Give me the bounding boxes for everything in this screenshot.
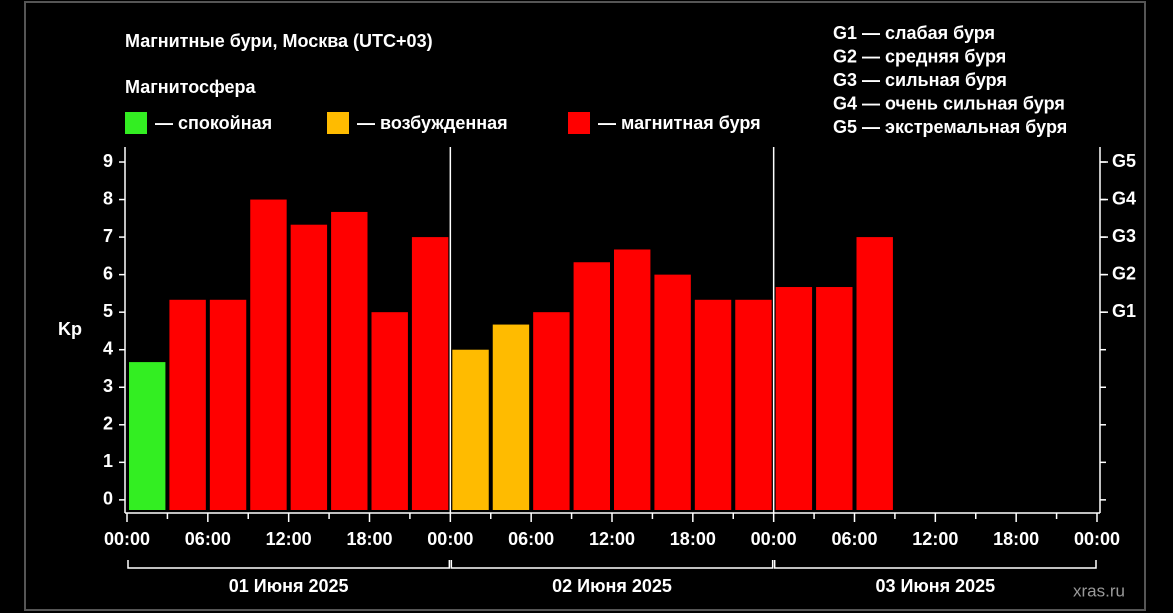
y-tick-label: 7 [103, 226, 113, 246]
chart-title: Магнитные бури, Москва (UTC+03) [125, 31, 433, 51]
g-scale-label: G4 — очень сильная буря [833, 93, 1065, 113]
bar [492, 324, 530, 510]
y-tick-label: 5 [103, 301, 113, 321]
watermark: xras.ru [1073, 581, 1125, 600]
bar [169, 299, 206, 510]
day-label: 01 Июня 2025 [229, 576, 349, 596]
y2-tick-label: G4 [1112, 188, 1136, 208]
y2-tick-label: G2 [1112, 263, 1136, 283]
bar [614, 249, 651, 510]
bar [654, 274, 691, 510]
y-tick-label: 1 [103, 451, 113, 471]
g-scale-label: G5 — экстремальная буря [833, 117, 1067, 137]
bar [452, 349, 489, 510]
y2-tick-label: G1 [1112, 301, 1136, 321]
day-bracket [127, 560, 451, 569]
y-tick-label: 6 [103, 263, 113, 283]
x-tick-label: 12:00 [589, 529, 635, 549]
y-tick-label: 0 [103, 489, 113, 509]
x-tick-label: 18:00 [670, 529, 716, 549]
legend-swatch [125, 112, 147, 134]
y-tick-label: 8 [103, 188, 113, 208]
x-tick-label: 00:00 [1074, 529, 1120, 549]
bar [735, 299, 772, 510]
x-tick-label: 06:00 [508, 529, 554, 549]
y-tick-label: 3 [103, 376, 113, 396]
x-tick-label: 12:00 [912, 529, 958, 549]
bar [816, 287, 853, 510]
legend-label: — спокойная [155, 113, 272, 133]
x-tick-label: 00:00 [104, 529, 150, 549]
day-bracket [450, 560, 774, 569]
bar [694, 299, 732, 510]
x-tick-label: 00:00 [751, 529, 797, 549]
y-tick-label: 2 [103, 414, 113, 434]
g-scale-label: G3 — сильная буря [833, 70, 1007, 90]
x-tick-label: 12:00 [266, 529, 312, 549]
legend-label: — возбужденная [357, 113, 508, 133]
bar [129, 362, 166, 510]
day-label: 03 Июня 2025 [875, 576, 995, 596]
bar [411, 237, 449, 510]
bar [250, 199, 287, 510]
day-label: 02 Июня 2025 [552, 576, 672, 596]
bar [533, 312, 570, 510]
x-tick-label: 18:00 [346, 529, 392, 549]
x-tick-label: 06:00 [831, 529, 877, 549]
y-axis-label: Kp [58, 319, 82, 339]
x-tick-label: 18:00 [993, 529, 1039, 549]
g-scale-label: G2 — средняя буря [833, 46, 1006, 66]
bar [371, 312, 408, 510]
legend-swatch [327, 112, 349, 134]
y-tick-label: 9 [103, 151, 113, 171]
bar [573, 262, 610, 510]
day-bracket [773, 560, 1097, 569]
legend-swatch [568, 112, 590, 134]
x-tick-label: 06:00 [185, 529, 231, 549]
x-tick-label: 00:00 [427, 529, 473, 549]
bar [331, 211, 368, 511]
legend-title: Магнитосфера [125, 77, 257, 97]
y2-tick-label: G3 [1112, 226, 1136, 246]
y-tick-label: 4 [103, 338, 113, 358]
g-scale-label: G1 — слабая буря [833, 23, 995, 43]
bar [775, 287, 813, 510]
bar [856, 237, 893, 510]
legend-label: — магнитная буря [598, 113, 761, 133]
bar [290, 224, 328, 511]
y2-tick-label: G5 [1112, 151, 1136, 171]
bar [209, 299, 247, 510]
